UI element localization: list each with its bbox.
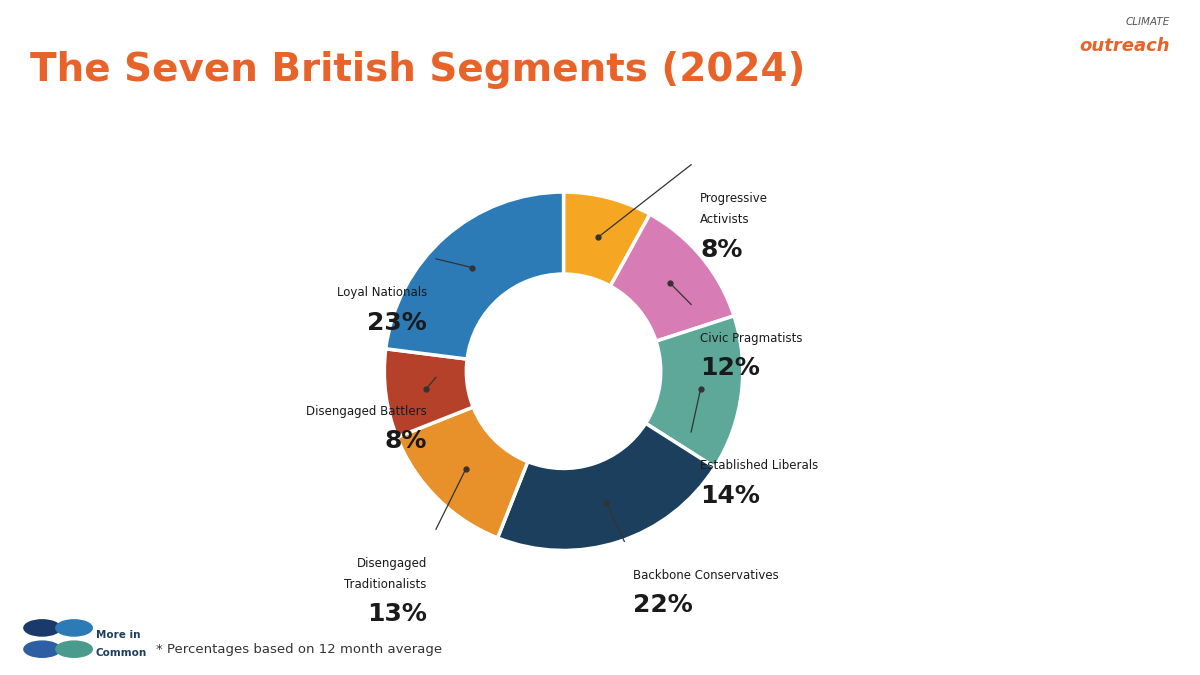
Text: 22%: 22%: [634, 593, 694, 617]
Wedge shape: [611, 214, 734, 342]
Text: Loyal Nationals: Loyal Nationals: [337, 286, 427, 299]
Wedge shape: [397, 407, 528, 538]
Text: More in: More in: [96, 630, 140, 640]
Wedge shape: [385, 192, 564, 359]
Wedge shape: [498, 423, 715, 550]
Wedge shape: [384, 349, 473, 437]
Text: Traditionalists: Traditionalists: [344, 578, 427, 591]
Text: CLIMATE: CLIMATE: [1126, 17, 1170, 27]
Text: Established Liberals: Established Liberals: [701, 460, 818, 472]
Text: * Percentages based on 12 month average: * Percentages based on 12 month average: [156, 643, 442, 656]
Text: outreach: outreach: [1079, 37, 1170, 55]
Circle shape: [24, 620, 60, 636]
Text: Common: Common: [96, 648, 148, 658]
Text: 23%: 23%: [367, 310, 427, 335]
Text: Backbone Conservatives: Backbone Conservatives: [634, 568, 779, 582]
Text: The Seven British Segments (2024): The Seven British Segments (2024): [30, 51, 805, 88]
Circle shape: [56, 620, 92, 636]
Text: 13%: 13%: [367, 602, 427, 626]
Text: Civic Pragmatists: Civic Pragmatists: [701, 332, 803, 345]
Circle shape: [467, 274, 661, 468]
Text: 8%: 8%: [384, 429, 427, 453]
Wedge shape: [564, 192, 650, 286]
Circle shape: [24, 641, 60, 657]
Text: Progressive: Progressive: [701, 192, 768, 205]
Wedge shape: [646, 316, 743, 467]
Text: Disengaged: Disengaged: [356, 556, 427, 570]
Text: 12%: 12%: [701, 356, 760, 380]
Text: 14%: 14%: [701, 484, 760, 508]
Circle shape: [56, 641, 92, 657]
Text: Disengaged Battlers: Disengaged Battlers: [306, 405, 427, 418]
Text: 8%: 8%: [701, 238, 743, 262]
Text: Activists: Activists: [701, 213, 750, 226]
